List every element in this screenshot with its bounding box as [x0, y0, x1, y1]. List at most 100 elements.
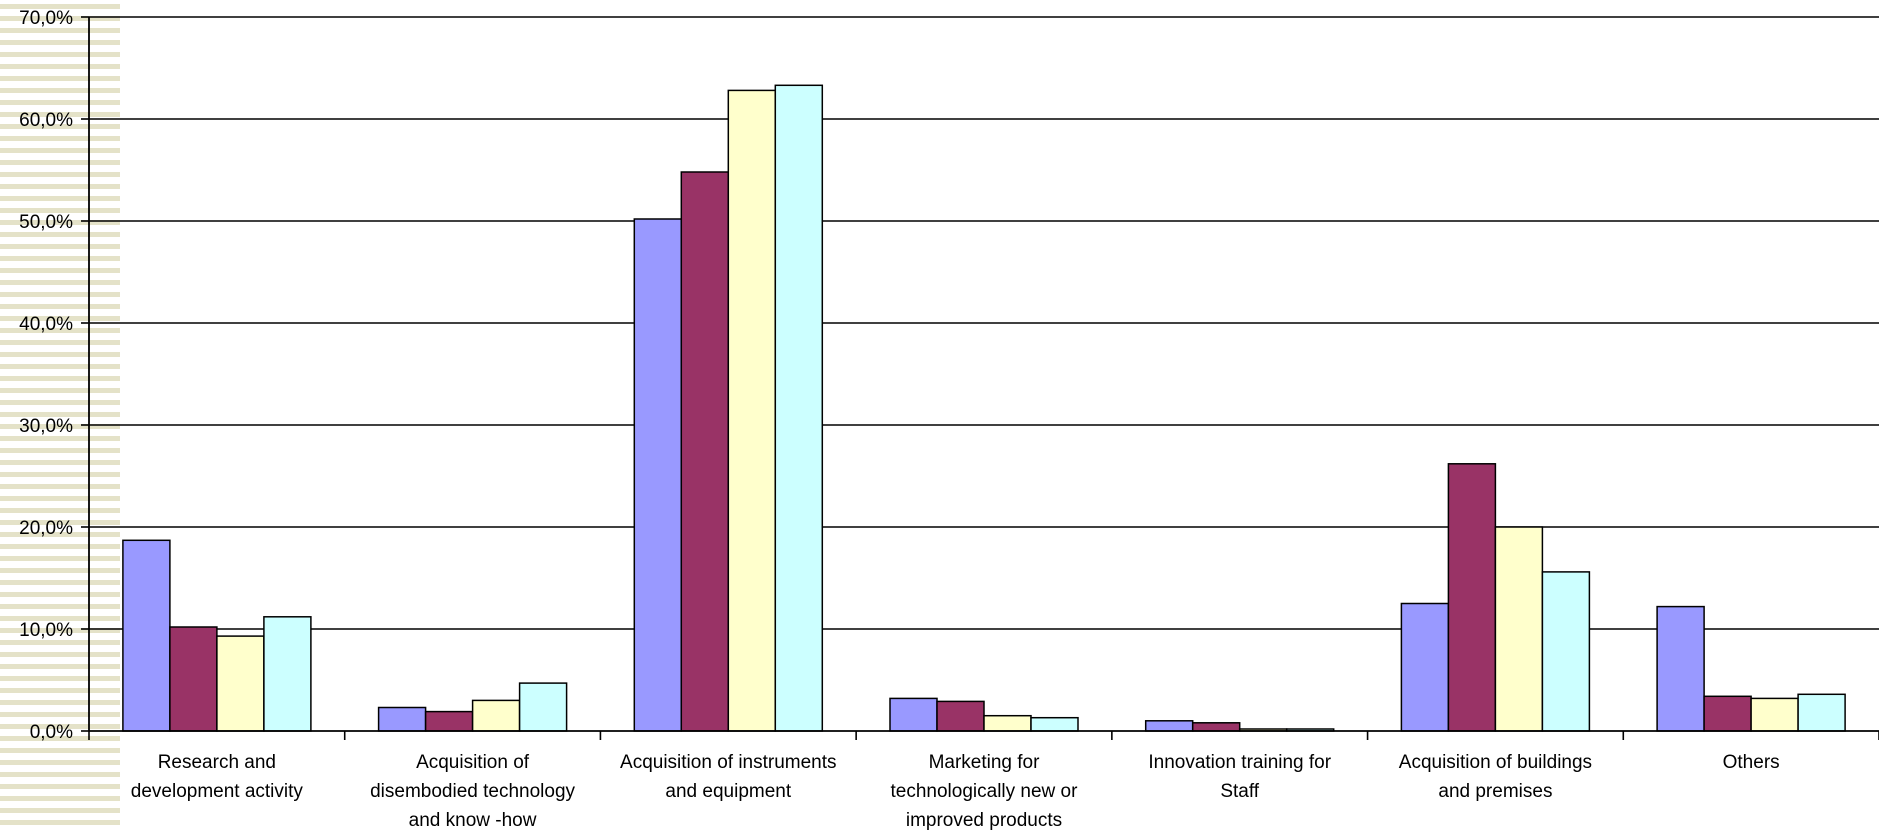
bar	[263, 616, 312, 732]
decorative-stripes	[0, 4, 120, 825]
decorative-stripe	[0, 472, 120, 477]
y-tick-label: 20,0%	[19, 518, 73, 539]
x-category-label-line: Innovation training for	[1148, 752, 1331, 773]
bar	[424, 710, 474, 732]
decorative-stripe	[0, 640, 120, 645]
decorative-stripe	[0, 808, 120, 813]
bar	[169, 626, 218, 732]
decorative-stripe	[0, 820, 120, 825]
x-category-label-line: Acquisition of buildings	[1399, 752, 1592, 773]
bar	[1030, 716, 1079, 732]
decorative-stripe	[0, 136, 120, 141]
decorative-stripe	[0, 556, 120, 561]
bar	[889, 697, 938, 732]
decorative-stripe	[0, 376, 120, 381]
x-category-label-line: and premises	[1438, 781, 1552, 802]
bar	[1541, 571, 1591, 732]
decorative-stripe	[0, 532, 120, 537]
bars	[122, 84, 1846, 732]
decorative-stripe	[0, 520, 120, 525]
x-category-label-line: and equipment	[665, 781, 791, 802]
x-category-label-line: technologically new or	[891, 781, 1079, 802]
bar	[1144, 720, 1194, 732]
decorative-stripe	[0, 784, 120, 789]
decorative-stripe	[0, 40, 120, 45]
decorative-stripe	[0, 412, 120, 417]
x-axis-category-labels: Research and development activity Acquisit…	[131, 752, 1780, 831]
decorative-stripe	[0, 496, 120, 501]
x-category-label-line: and know -how	[409, 810, 537, 831]
y-tick-label: 30,0%	[19, 416, 73, 437]
decorative-stripe	[0, 16, 120, 21]
bar	[377, 706, 427, 732]
decorative-stripe	[0, 352, 120, 357]
bar	[1191, 722, 1241, 732]
bar	[774, 84, 824, 732]
y-tick-label: 50,0%	[19, 212, 73, 233]
y-tick-label: 40,0%	[19, 314, 73, 335]
axes	[88, 17, 1879, 740]
decorative-stripe	[0, 748, 120, 753]
decorative-stripe	[0, 484, 120, 489]
x-category-label: Marketing for technologically new or impro…	[891, 752, 1079, 831]
decorative-stripe	[0, 700, 120, 705]
bar	[936, 700, 985, 732]
decorative-stripe	[0, 736, 120, 741]
y-tick-label: 10,0%	[19, 620, 73, 641]
x-category-label: Others	[1723, 752, 1780, 773]
decorative-stripe	[0, 112, 120, 117]
bar	[983, 714, 1032, 732]
x-category-label-line: disembodied technology	[370, 781, 575, 802]
decorative-stripe	[0, 688, 120, 693]
decorative-stripe	[0, 568, 120, 573]
decorative-stripe	[0, 316, 120, 321]
y-tick-label: 60,0%	[19, 110, 73, 131]
decorative-stripe	[0, 460, 120, 465]
x-category-label-line: Research and	[158, 752, 276, 773]
decorative-stripe	[0, 544, 120, 549]
decorative-stripe	[0, 232, 120, 237]
decorative-stripe	[0, 100, 120, 105]
decorative-stripe	[0, 676, 120, 681]
decorative-stripe	[0, 124, 120, 129]
y-axis-tick-labels: 0,0% 10,0% 20,0% 30,0% 40,0% 50,0% 60,0% 70,0%	[19, 8, 73, 743]
bar	[471, 699, 521, 732]
bar	[680, 171, 730, 732]
y-tick-label: 70,0%	[19, 8, 73, 29]
decorative-stripe	[0, 580, 120, 585]
decorative-stripe	[0, 604, 120, 609]
x-category-label-line: improved products	[906, 810, 1062, 831]
decorative-stripe	[0, 664, 120, 669]
bar	[633, 218, 683, 732]
decorative-stripe	[0, 220, 120, 225]
decorative-stripe	[0, 64, 120, 69]
decorative-stripe	[0, 196, 120, 201]
x-category-label-line: Marketing for	[929, 752, 1041, 773]
decorative-stripe	[0, 772, 120, 777]
x-category-label: Acquisition of buildings and premises	[1399, 752, 1592, 802]
bar	[1797, 693, 1846, 732]
decorative-stripe	[0, 652, 120, 657]
bar	[1494, 526, 1544, 732]
decorative-stripe	[0, 292, 120, 297]
gridlines	[81, 16, 1879, 732]
bar	[122, 539, 171, 732]
bar	[216, 635, 265, 732]
decorative-stripe	[0, 436, 120, 441]
decorative-stripe	[0, 244, 120, 249]
decorative-stripe	[0, 88, 120, 93]
decorative-stripe	[0, 280, 120, 285]
y-tick-label: 0,0%	[30, 722, 73, 743]
bar	[727, 89, 777, 732]
decorative-stripe	[0, 424, 120, 429]
bar	[1656, 605, 1705, 732]
x-category-label-line: development activity	[131, 781, 304, 802]
decorative-stripe	[0, 364, 120, 369]
bar	[1703, 695, 1752, 732]
decorative-stripe	[0, 208, 120, 213]
decorative-stripe	[0, 304, 120, 309]
decorative-stripe	[0, 256, 120, 261]
decorative-stripe	[0, 592, 120, 597]
decorative-stripe	[0, 388, 120, 393]
